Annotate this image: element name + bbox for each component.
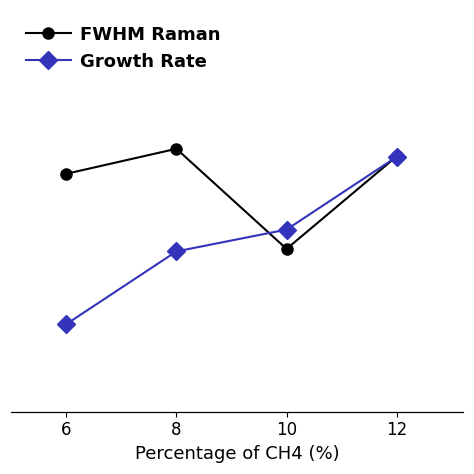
Line: Growth Rate: Growth Rate [60,151,403,330]
Growth Rate [64,321,69,327]
Line: FWHM Raman: FWHM Raman [61,143,402,255]
Growth Rate [284,227,290,232]
Growth Rate [173,248,179,254]
FWHM Raman [394,154,400,159]
Growth Rate [394,154,400,160]
FWHM Raman [64,171,69,177]
X-axis label: Percentage of CH4 (%): Percentage of CH4 (%) [135,445,339,463]
FWHM Raman [284,246,290,252]
FWHM Raman [173,146,179,152]
Legend: FWHM Raman, Growth Rate: FWHM Raman, Growth Rate [20,20,226,76]
